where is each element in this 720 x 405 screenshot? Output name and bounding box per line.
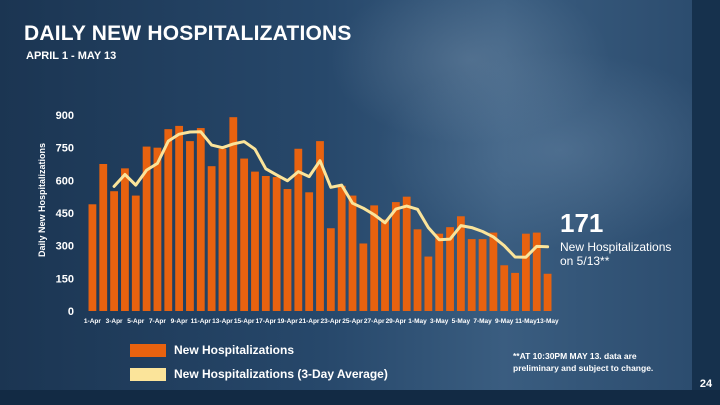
bar-13-Apr	[218, 148, 227, 311]
callout-number: 171	[560, 208, 604, 238]
bar-11-Apr	[196, 128, 205, 311]
x-tick-label: 13-Apr	[212, 318, 233, 325]
x-tick-label: 5-May	[452, 318, 471, 325]
bar-12-Apr	[207, 166, 216, 311]
bar-4-Apr	[121, 168, 129, 311]
x-tick-label: 17-Apr	[256, 318, 277, 325]
bar-24-Apr	[337, 185, 346, 311]
y-tick-label: 150	[56, 273, 74, 285]
bar-11-May	[522, 233, 530, 311]
y-tick-label: 600	[56, 175, 74, 187]
x-tick-label: 25-Apr	[342, 318, 363, 325]
footnote: **AT 10:30PM MAY 13. data are preliminar…	[513, 351, 654, 373]
x-tick-label: 27-Apr	[364, 318, 385, 325]
bar-12-May	[532, 232, 541, 311]
legend-swatch-bars	[130, 343, 166, 357]
bar-6-May	[467, 239, 476, 311]
x-tick-label: 7-May	[473, 318, 492, 325]
bar-6-Apr	[142, 146, 151, 311]
bar-series	[88, 117, 552, 312]
bar-13-May	[543, 273, 552, 311]
bar-2-Apr	[99, 164, 108, 311]
x-tick-label: 5-Apr	[127, 318, 144, 325]
bar-26-Apr	[359, 243, 368, 311]
bar-8-May	[489, 232, 498, 311]
bar-19-Apr	[283, 189, 292, 311]
y-tick-label: 900	[56, 110, 74, 122]
legend-label-bars: New Hospitalizations	[174, 343, 295, 357]
bar-5-May	[456, 216, 465, 311]
bar-21-Apr	[305, 192, 314, 311]
bar-29-Apr	[391, 202, 400, 311]
slide-title: DAILY NEW HOSPITALIZATIONS	[24, 22, 352, 45]
bar-2-May	[424, 256, 433, 311]
bar-8-Apr	[164, 129, 173, 311]
legend-item-line: New Hospitalizations (3-Day Average)	[130, 363, 388, 385]
x-tick-label: 9-Apr	[171, 318, 188, 325]
legend-swatch-line	[130, 367, 166, 381]
bar-1-May	[413, 229, 422, 311]
bar-15-Apr	[240, 158, 249, 311]
x-tick-label: 9-May	[495, 318, 514, 325]
callout-text: New Hospitalizations on 5/13**	[560, 240, 672, 268]
line-series	[112, 130, 550, 259]
y-axis-ticks: 0 150 300 450 600 750 900	[56, 110, 74, 318]
x-tick-label: 11-May	[515, 318, 537, 325]
bar-5-Apr	[131, 195, 140, 311]
bar-1-Apr	[88, 204, 97, 311]
bar-9-May	[500, 265, 509, 311]
x-tick-label: 3-Apr	[106, 318, 123, 325]
bar-18-Apr	[272, 177, 281, 311]
x-tick-label: 15-Apr	[234, 318, 255, 325]
bar-20-Apr	[294, 148, 303, 311]
x-tick-label: 1-Apr	[84, 318, 101, 325]
page-number: 24	[699, 378, 713, 390]
bar-3-May	[435, 233, 444, 311]
three-day-average-line	[112, 130, 550, 259]
x-tick-label: 29-Apr	[386, 318, 407, 325]
bar-14-Apr	[229, 117, 238, 312]
bar-10-Apr	[186, 141, 194, 311]
bar-17-Apr	[261, 175, 270, 311]
x-tick-label: 11-Apr	[191, 318, 212, 325]
bar-22-Apr	[316, 141, 324, 311]
slide-subtitle: APRIL 1 - MAY 13	[26, 50, 117, 62]
y-tick-label: 0	[68, 306, 74, 318]
x-tick-label: 7-Apr	[149, 318, 166, 325]
bar-7-Apr	[153, 147, 162, 311]
bar-23-Apr	[326, 228, 335, 311]
bar-9-Apr	[175, 125, 184, 311]
x-tick-label: 19-Apr	[277, 318, 298, 325]
bar-16-Apr	[251, 171, 259, 311]
bar-4-May	[446, 227, 454, 311]
y-tick-label: 300	[56, 241, 74, 253]
bar-3-Apr	[110, 191, 118, 311]
bar-7-May	[478, 239, 487, 311]
bar-10-May	[511, 272, 519, 311]
bottom-strip	[0, 390, 720, 405]
x-tick-label: 3-May	[430, 318, 449, 325]
bar-30-Apr	[402, 196, 411, 311]
legend: New Hospitalizations New Hospitalization…	[130, 339, 388, 387]
bar-27-Apr	[370, 205, 379, 311]
legend-label-line: New Hospitalizations (3-Day Average)	[174, 367, 388, 381]
right-strip	[692, 0, 720, 405]
x-tick-label: 13-May	[537, 318, 559, 325]
x-axis-ticks: 1-Apr 3-Apr 5-Apr 7-Apr 9-Apr 11-Apr 13-Apr 15-…	[84, 318, 559, 325]
legend-item-bars: New Hospitalizations	[130, 339, 388, 361]
y-tick-label: 450	[56, 208, 74, 220]
x-tick-label: 21-Apr	[299, 318, 320, 325]
x-tick-label: 23-Apr	[321, 318, 342, 325]
bar-25-Apr	[348, 195, 357, 311]
x-tick-label: 1-May	[408, 318, 427, 325]
bar-28-Apr	[381, 219, 389, 311]
y-tick-label: 750	[56, 143, 74, 155]
